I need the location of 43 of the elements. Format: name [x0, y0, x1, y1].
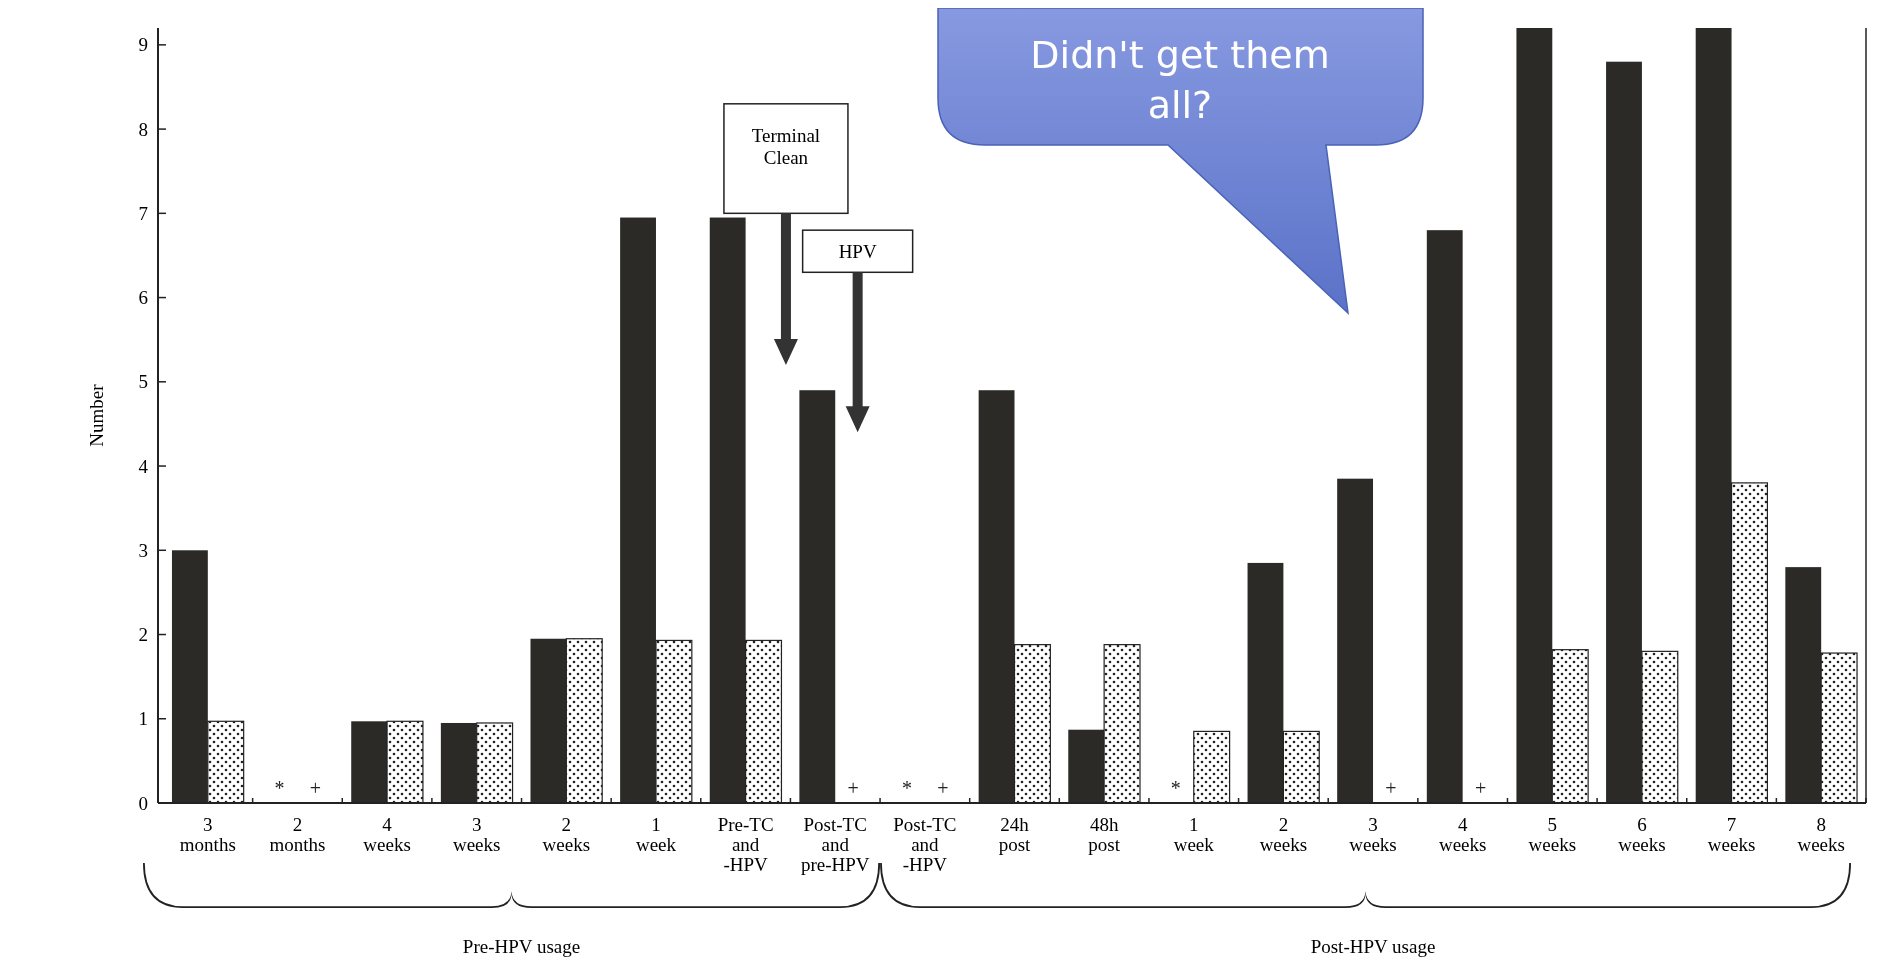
- x-tick-label: 3 months: [179, 814, 236, 855]
- x-tick-label: 1 week: [635, 814, 677, 855]
- data-label: +: [847, 777, 859, 799]
- x-tick-label: 2 weeks: [1259, 814, 1308, 855]
- data-label: +: [1385, 777, 1397, 799]
- data-label: +: [1474, 777, 1487, 799]
- x-tick-label: 3 weeks: [452, 814, 501, 855]
- x-tick-label: Post-TC and -HPV: [893, 814, 957, 875]
- data-label: *: [274, 777, 285, 799]
- y-tick-label: 1: [138, 708, 148, 730]
- y-tick-label: 5: [138, 371, 148, 393]
- y-tick-label: 9: [138, 34, 148, 56]
- x-tick-label: 8 weeks: [1797, 814, 1845, 855]
- y-tick-label: 2: [138, 624, 148, 646]
- y-tick-label: 6: [138, 287, 148, 309]
- y-tick-label: 7: [138, 202, 148, 224]
- data-label: *: [1170, 777, 1181, 799]
- y-axis-title: Number: [86, 383, 107, 447]
- x-tick-label: 2 weeks: [542, 814, 591, 855]
- annotation: Terminal Clean: [751, 124, 821, 168]
- y-tick-label: 4: [138, 455, 149, 477]
- data-label: +: [937, 777, 949, 799]
- x-tick-label: 4 weeks: [1438, 814, 1487, 855]
- x-tick-label: 1 week: [1173, 814, 1215, 855]
- y-tick-label: 3: [138, 539, 148, 561]
- y-tick-label: 0: [138, 792, 148, 814]
- x-tick-label: 48h post: [1088, 814, 1121, 855]
- text: Pre-HPV usage: [462, 936, 581, 957]
- x-tick-label: Pre-TC and -HPV: [717, 814, 774, 875]
- data-label: +: [309, 777, 322, 799]
- annotation: Didn't get them all?: [1030, 33, 1330, 127]
- y-tick-label: 8: [138, 118, 148, 140]
- x-tick-label: 6 weeks: [1618, 814, 1666, 855]
- x-tick-label: 5 weeks: [1528, 814, 1577, 855]
- x-tick-label: 24h post: [998, 814, 1032, 855]
- x-tick-label: 2 months: [269, 814, 326, 855]
- data-label: *: [901, 777, 912, 799]
- x-tick-label: Post-TC and pre-HPV: [800, 814, 870, 875]
- text: Post-HPV usage: [1310, 936, 1436, 957]
- x-tick-label: 7 weeks: [1707, 814, 1756, 855]
- x-tick-label: 3 weeks: [1349, 814, 1397, 855]
- annotation: HPV: [838, 240, 877, 262]
- x-tick-label: 4 weeks: [363, 814, 411, 855]
